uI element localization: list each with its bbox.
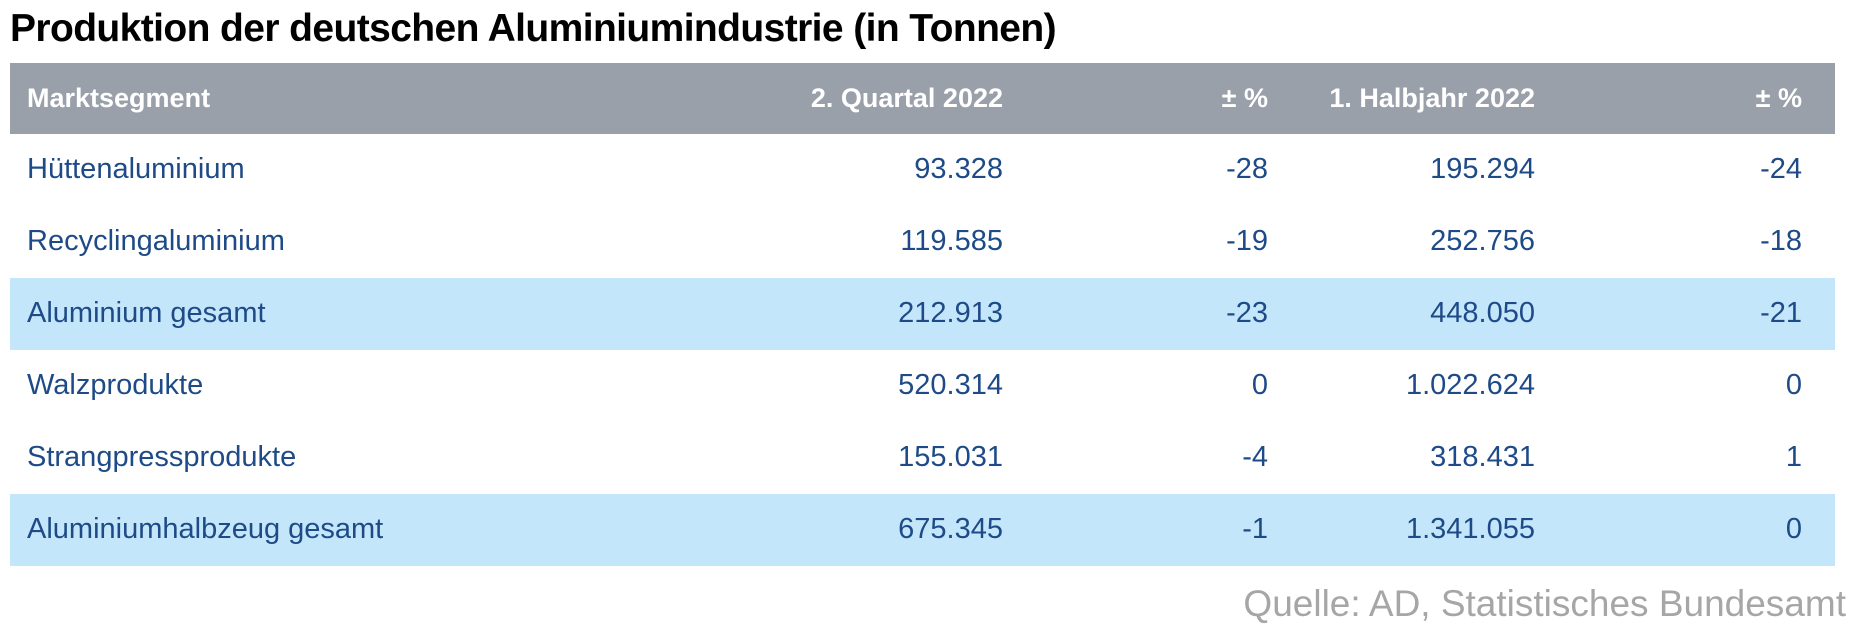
column-header-q2-pct: ± % <box>1221 82 1268 113</box>
segment-cell: Aluminiumhalbzeug gesamt <box>27 513 384 546</box>
q2-pct-cell: -28 <box>1226 153 1268 186</box>
table-header-row: Marktsegment 2. Quartal 2022 ± % 1. Halb… <box>10 62 1835 134</box>
table-row: Recyclingaluminium 119.585 -19 252.756 -… <box>10 205 1835 278</box>
column-header-marktsegment: Marktsegment <box>27 82 211 113</box>
column-header-h1-2022: 1. Halbjahr 2022 <box>1329 82 1535 113</box>
table-row: Aluminiumhalbzeug gesamt 675.345 -1 1.34… <box>10 493 1835 566</box>
h1-pct-cell: -18 <box>1760 225 1802 258</box>
h1-value-cell: 448.050 <box>1430 297 1535 330</box>
segment-cell: Hüttenaluminium <box>27 153 245 186</box>
h1-pct-cell: 1 <box>1785 441 1802 474</box>
q2-value-cell: 155.031 <box>898 441 1003 474</box>
q2-value-cell: 675.345 <box>898 513 1003 546</box>
h1-value-cell: 195.294 <box>1430 153 1535 186</box>
table-row: Strangpressprodukte 155.031 -4 318.431 1 <box>10 421 1835 494</box>
h1-pct-cell: 0 <box>1785 369 1802 402</box>
table-body: Hüttenaluminium 93.328 -28 195.294 -24 R… <box>10 133 1835 566</box>
segment-cell: Recyclingaluminium <box>27 225 285 258</box>
column-header-q2-2022: 2. Quartal 2022 <box>810 82 1003 113</box>
q2-value-cell: 119.585 <box>900 225 1003 258</box>
q2-pct-cell: 0 <box>1251 369 1268 402</box>
h1-value-cell: 318.431 <box>1430 441 1535 474</box>
h1-value-cell: 1.341.055 <box>1405 513 1535 546</box>
q2-pct-cell: -19 <box>1226 225 1268 258</box>
segment-cell: Strangpressprodukte <box>27 441 297 474</box>
h1-pct-cell: 0 <box>1785 513 1802 546</box>
q2-value-cell: 212.913 <box>898 297 1003 330</box>
q2-value-cell: 520.314 <box>898 369 1003 402</box>
segment-cell: Walzprodukte <box>27 369 204 402</box>
table-row: Aluminium gesamt 212.913 -23 448.050 -21 <box>10 277 1835 350</box>
source-attribution: Quelle: AD, Statistisches Bundesamt <box>1243 582 1846 624</box>
segment-cell: Aluminium gesamt <box>27 297 266 330</box>
h1-pct-cell: -21 <box>1760 297 1802 330</box>
q2-pct-cell: -4 <box>1242 441 1268 474</box>
table-row: Walzprodukte 520.314 0 1.022.624 0 <box>10 349 1835 422</box>
page-title: Produktion der deutschen Aluminiumindust… <box>10 7 1057 50</box>
h1-value-cell: 1.022.624 <box>1405 369 1535 402</box>
production-table: Marktsegment 2. Quartal 2022 ± % 1. Halb… <box>10 62 1835 566</box>
table-row: Hüttenaluminium 93.328 -28 195.294 -24 <box>10 133 1835 206</box>
h1-pct-cell: -24 <box>1760 153 1802 186</box>
column-header-h1-pct: ± % <box>1755 82 1802 113</box>
q2-value-cell: 93.328 <box>914 153 1003 186</box>
q2-pct-cell: -23 <box>1226 297 1268 330</box>
h1-value-cell: 252.756 <box>1430 225 1535 258</box>
q2-pct-cell: -1 <box>1242 513 1268 546</box>
